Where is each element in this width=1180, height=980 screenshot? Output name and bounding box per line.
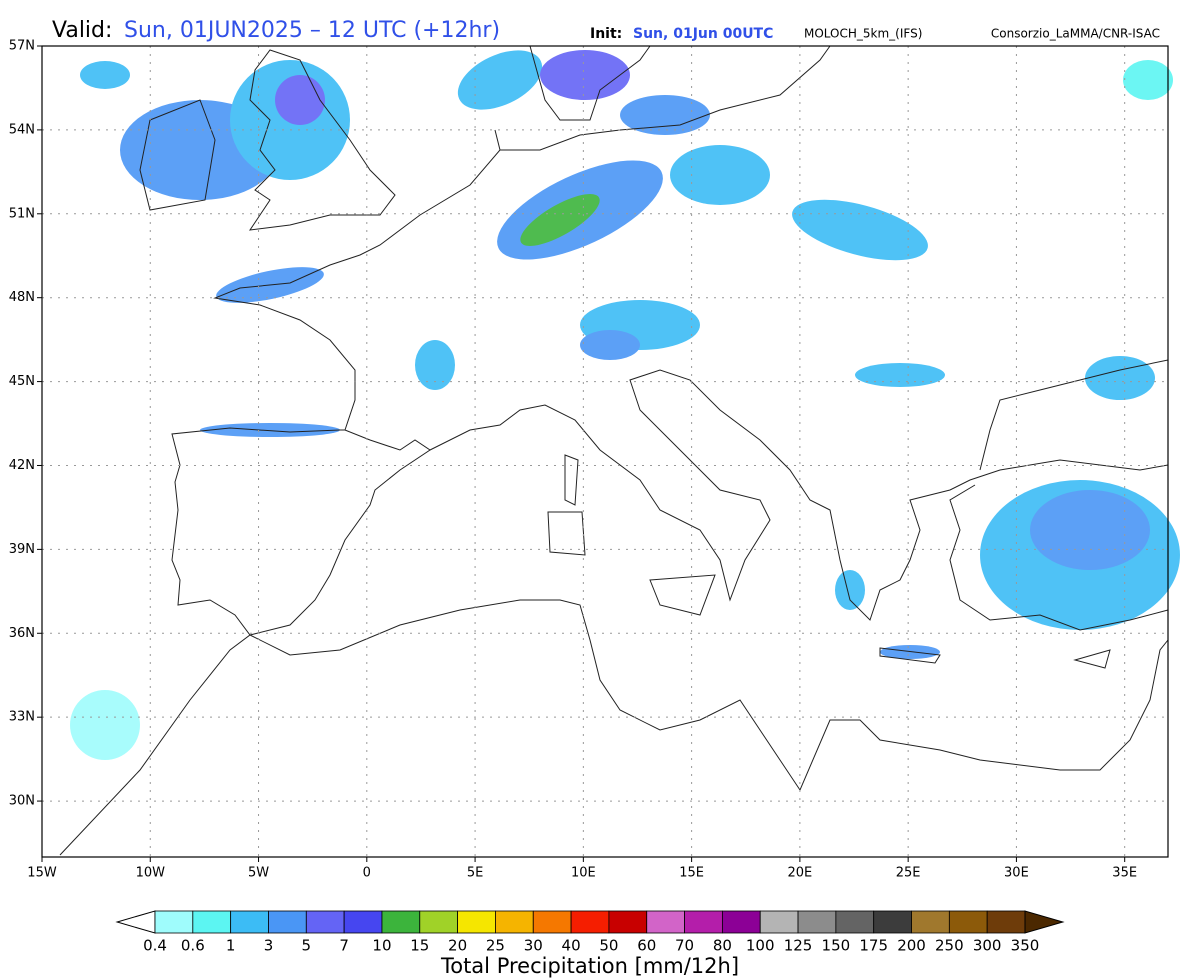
colorbar-box — [986, 910, 1026, 934]
colorbar-label: 30 — [524, 937, 543, 955]
colorbar-box — [154, 910, 194, 934]
lat-tick-label: 30N — [9, 794, 35, 809]
colorbar-box — [646, 910, 685, 934]
lon-tick-label: 30E — [1004, 866, 1029, 881]
colorbar-label: 80 — [713, 937, 732, 955]
lon-tick-label: 20E — [788, 866, 813, 881]
lat-tick-label: 48N — [9, 290, 35, 305]
colorbar-box — [911, 910, 950, 934]
lat-tick-label: 51N — [9, 206, 35, 221]
colorbar-label: 7 — [339, 937, 349, 955]
colorbar-arrow-high — [1024, 910, 1065, 934]
valid-value: Sun, 01JUN2025 – 12 UTC (+12hr) — [124, 18, 500, 43]
colorbar-label: 50 — [599, 937, 618, 955]
precipitation — [70, 50, 1180, 760]
source: Consorzio_LaMMA/CNR-ISAC — [991, 27, 1160, 41]
colorbar-label: 175 — [859, 937, 888, 955]
lon-tick-label: 5W — [248, 866, 269, 881]
lat-tick-label: 42N — [9, 458, 35, 473]
coastlines — [59, 45, 1169, 856]
lon-tick-label: 35E — [1112, 866, 1137, 881]
lat-tick-label: 54N — [9, 122, 35, 137]
colorbar-box — [873, 910, 912, 934]
colorbar-label: 200 — [897, 937, 926, 955]
init-label: Init: — [590, 26, 622, 42]
init-value: Sun, 01Jun 00UTC — [633, 26, 773, 42]
colorbar-box — [230, 910, 269, 934]
colorbar-label: 300 — [973, 937, 1002, 955]
model-name: MOLOCH_5km_(IFS) — [804, 27, 922, 41]
lon-tick-label: 25E — [896, 866, 921, 881]
lon-tick-label: 15W — [27, 866, 57, 881]
colorbar-label: 1 — [226, 937, 236, 955]
colorbar-label: 70 — [675, 937, 694, 955]
colorbar-label: 0.6 — [181, 937, 205, 955]
colorbar-label: 3 — [264, 937, 274, 955]
colorbar-label: 0.4 — [143, 937, 167, 955]
colorbar-box — [532, 910, 572, 934]
lat-tick-label: 36N — [9, 626, 35, 641]
lat-tick-label: 45N — [9, 374, 35, 389]
colorbar-box — [381, 910, 421, 934]
colorbar: 0.4 0.6 1 3 5 7 10 15 20 25 30 40 50 60 70 80 100 125 150 1… — [115, 910, 1065, 955]
colorbar-box — [759, 910, 799, 934]
valid-label: Valid: — [52, 18, 112, 43]
colorbar-label: 20 — [448, 937, 467, 955]
colorbar-title: Total Precipitation [mm/12h] — [440, 954, 739, 978]
map-frame — [41, 45, 1169, 858]
graticule: 57N 54N 51N 48N 45N 42N 39N 36N 33N 30N 15W 10W 5W 0 5… — [9, 39, 1168, 881]
colorbar-box — [268, 910, 307, 934]
colorbar-label: 100 — [746, 937, 775, 955]
colorbar-box — [419, 910, 459, 934]
colorbar-box — [684, 910, 723, 934]
colorbar-box — [570, 910, 610, 934]
colorbar-label: 60 — [637, 937, 656, 955]
colorbar-box — [192, 910, 232, 934]
colorbar-box — [495, 910, 534, 934]
colorbar-box — [797, 910, 837, 934]
colorbar-label: 125 — [784, 937, 813, 955]
lon-tick-label: 10W — [136, 866, 166, 881]
colorbar-box — [608, 910, 648, 934]
colorbar-box — [457, 910, 496, 934]
lat-tick-label: 57N — [9, 39, 35, 54]
colorbar-label: 15 — [410, 937, 429, 955]
colorbar-label: 250 — [935, 937, 964, 955]
colorbar-box — [343, 910, 383, 934]
colorbar-label: 350 — [1011, 937, 1040, 955]
lon-tick-label: 15E — [679, 866, 704, 881]
lon-tick-label: 5E — [467, 866, 484, 881]
colorbar-label: 10 — [372, 937, 391, 955]
colorbar-label: 150 — [822, 937, 851, 955]
colorbar-box — [721, 910, 761, 934]
colorbar-box — [305, 910, 345, 934]
colorbar-box — [948, 910, 988, 934]
colorbar-box — [835, 910, 875, 934]
colorbar-label: 5 — [302, 937, 312, 955]
lon-tick-label: 10E — [571, 866, 596, 881]
lat-tick-label: 39N — [9, 542, 35, 557]
colorbar-arrow-low — [115, 910, 156, 934]
lon-tick-label: 0 — [363, 866, 371, 881]
colorbar-label: 40 — [562, 937, 581, 955]
lat-tick-label: 33N — [9, 710, 35, 725]
colorbar-label: 25 — [486, 937, 505, 955]
